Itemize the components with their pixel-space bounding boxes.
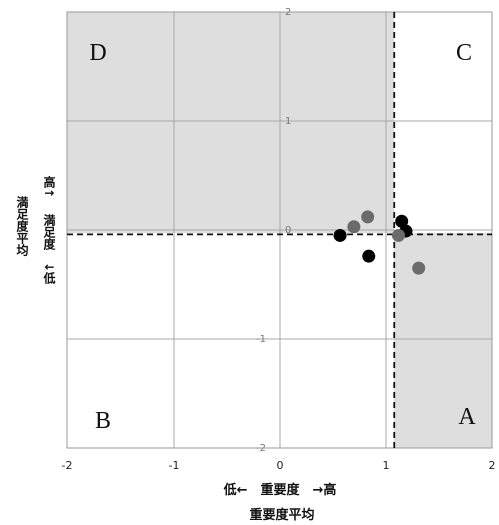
x-tick-label: -1 <box>169 459 180 472</box>
y-tick-label: 1 <box>285 116 291 127</box>
reference-lines <box>67 12 492 448</box>
scatter-point <box>347 220 361 234</box>
quadrant-label-a: A <box>458 404 476 430</box>
y-tick-label: 0 <box>285 225 291 236</box>
y-tick-label: 2 <box>285 7 291 18</box>
y-caption-low: ↓低 <box>42 262 56 285</box>
quadrant-label-c: C <box>456 40 472 66</box>
quadrant-a-shade <box>394 233 492 448</box>
x-tick-label: 2 <box>489 459 496 472</box>
y-axis-side-label: 満足度平均 <box>15 195 29 257</box>
y-tick-label: -2 <box>256 443 266 454</box>
scatter-point <box>333 228 347 242</box>
x-tick-label: 0 <box>277 459 284 472</box>
x-axis-caption: 低← 重要度 →高 <box>223 482 337 498</box>
y-tick-label: -1 <box>256 334 266 345</box>
data-points <box>333 210 426 275</box>
y-caption-main: 満足度 <box>42 213 56 251</box>
quadrant-d-shade <box>67 12 394 233</box>
quadrant-label-b: B <box>95 408 111 434</box>
y-caption-high: 高↑ <box>42 175 56 199</box>
x-tick-label: -2 <box>62 459 73 472</box>
scatter-point <box>412 261 426 275</box>
x-axis-title: 重要度平均 <box>249 507 314 523</box>
scatter-point <box>392 228 405 242</box>
scatter-point <box>362 249 376 263</box>
scatter-point <box>395 214 409 228</box>
scatter-point <box>361 210 375 224</box>
quadrant-label-d: D <box>89 40 106 66</box>
x-tick-label: 1 <box>383 459 390 472</box>
plot-border <box>66 11 493 449</box>
